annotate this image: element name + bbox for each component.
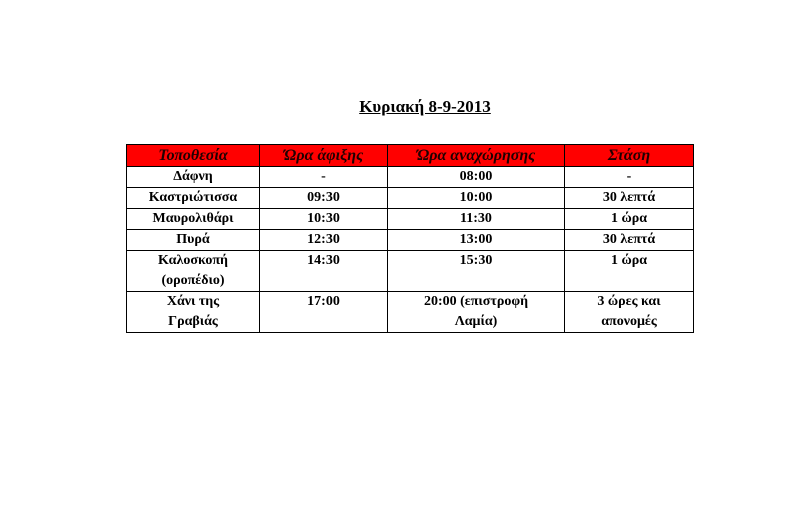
cell-location: Μαυρολιθάρι bbox=[126, 208, 260, 230]
table-row: Καλοσκοπή (οροπέδιο) 14:30 15:30 1 ώρα bbox=[126, 250, 694, 292]
cell-stop: 1 ώρα bbox=[564, 208, 694, 230]
cell-departure: 08:00 bbox=[387, 166, 565, 188]
header-row: Τοποθεσία Ώρα άφιξης Ώρα αναχώρησης Στάσ… bbox=[126, 144, 694, 167]
cell-departure: 20:00 (επιστροφή Λαμία) bbox=[387, 291, 565, 333]
header-departure: Ώρα αναχώρησης bbox=[387, 144, 565, 167]
header-stop: Στάση bbox=[564, 144, 694, 167]
table-row: Μαυρολιθάρι 10:30 11:30 1 ώρα bbox=[126, 208, 694, 230]
cell-departure: 11:30 bbox=[387, 208, 565, 230]
cell-arrival: 10:30 bbox=[259, 208, 388, 230]
cell-location: Καστριώτισσα bbox=[126, 187, 260, 209]
header-arrival: Ώρα άφιξης bbox=[259, 144, 388, 167]
cell-stop: - bbox=[564, 166, 694, 188]
table-row: Δάφνη -08:00- bbox=[126, 166, 694, 188]
cell-stop: 30 λεπτά bbox=[564, 229, 694, 251]
cell-arrival: 14:30 bbox=[259, 250, 388, 292]
page-title: Κυριακή 8-9-2013 bbox=[359, 97, 491, 116]
cell-arrival: 09:30 bbox=[259, 187, 388, 209]
cell-stop: 1 ώρα bbox=[564, 250, 694, 292]
table-row: Χάνι της Γραβιάς 17:00 20:00 (επιστροφή Λα… bbox=[126, 291, 694, 333]
cell-arrival: - bbox=[259, 166, 388, 188]
cell-location: Δάφνη bbox=[126, 166, 260, 188]
cell-departure: 15:30 bbox=[387, 250, 565, 292]
table-row: Καστριώτισσα 09:30 10:00 30 λεπτά bbox=[126, 187, 694, 209]
cell-stop: 30 λεπτά bbox=[564, 187, 694, 209]
table-row: Πυρά 12:30 13:00 30 λεπτά bbox=[126, 229, 694, 251]
cell-arrival: 17:00 bbox=[259, 291, 388, 333]
cell-departure: 10:00 bbox=[387, 187, 565, 209]
cell-departure: 13:00 bbox=[387, 229, 565, 251]
cell-arrival: 12:30 bbox=[259, 229, 388, 251]
cell-stop: 3 ώρες και απονομές bbox=[564, 291, 694, 333]
cell-location: Καλοσκοπή (οροπέδιο) bbox=[126, 250, 260, 292]
header-location: Τοποθεσία bbox=[126, 144, 260, 167]
cell-location: Πυρά bbox=[126, 229, 260, 251]
schedule-table: Τοποθεσία Ώρα άφιξης Ώρα αναχώρησης Στάσ… bbox=[126, 144, 694, 333]
cell-location: Χάνι της Γραβιάς bbox=[126, 291, 260, 333]
